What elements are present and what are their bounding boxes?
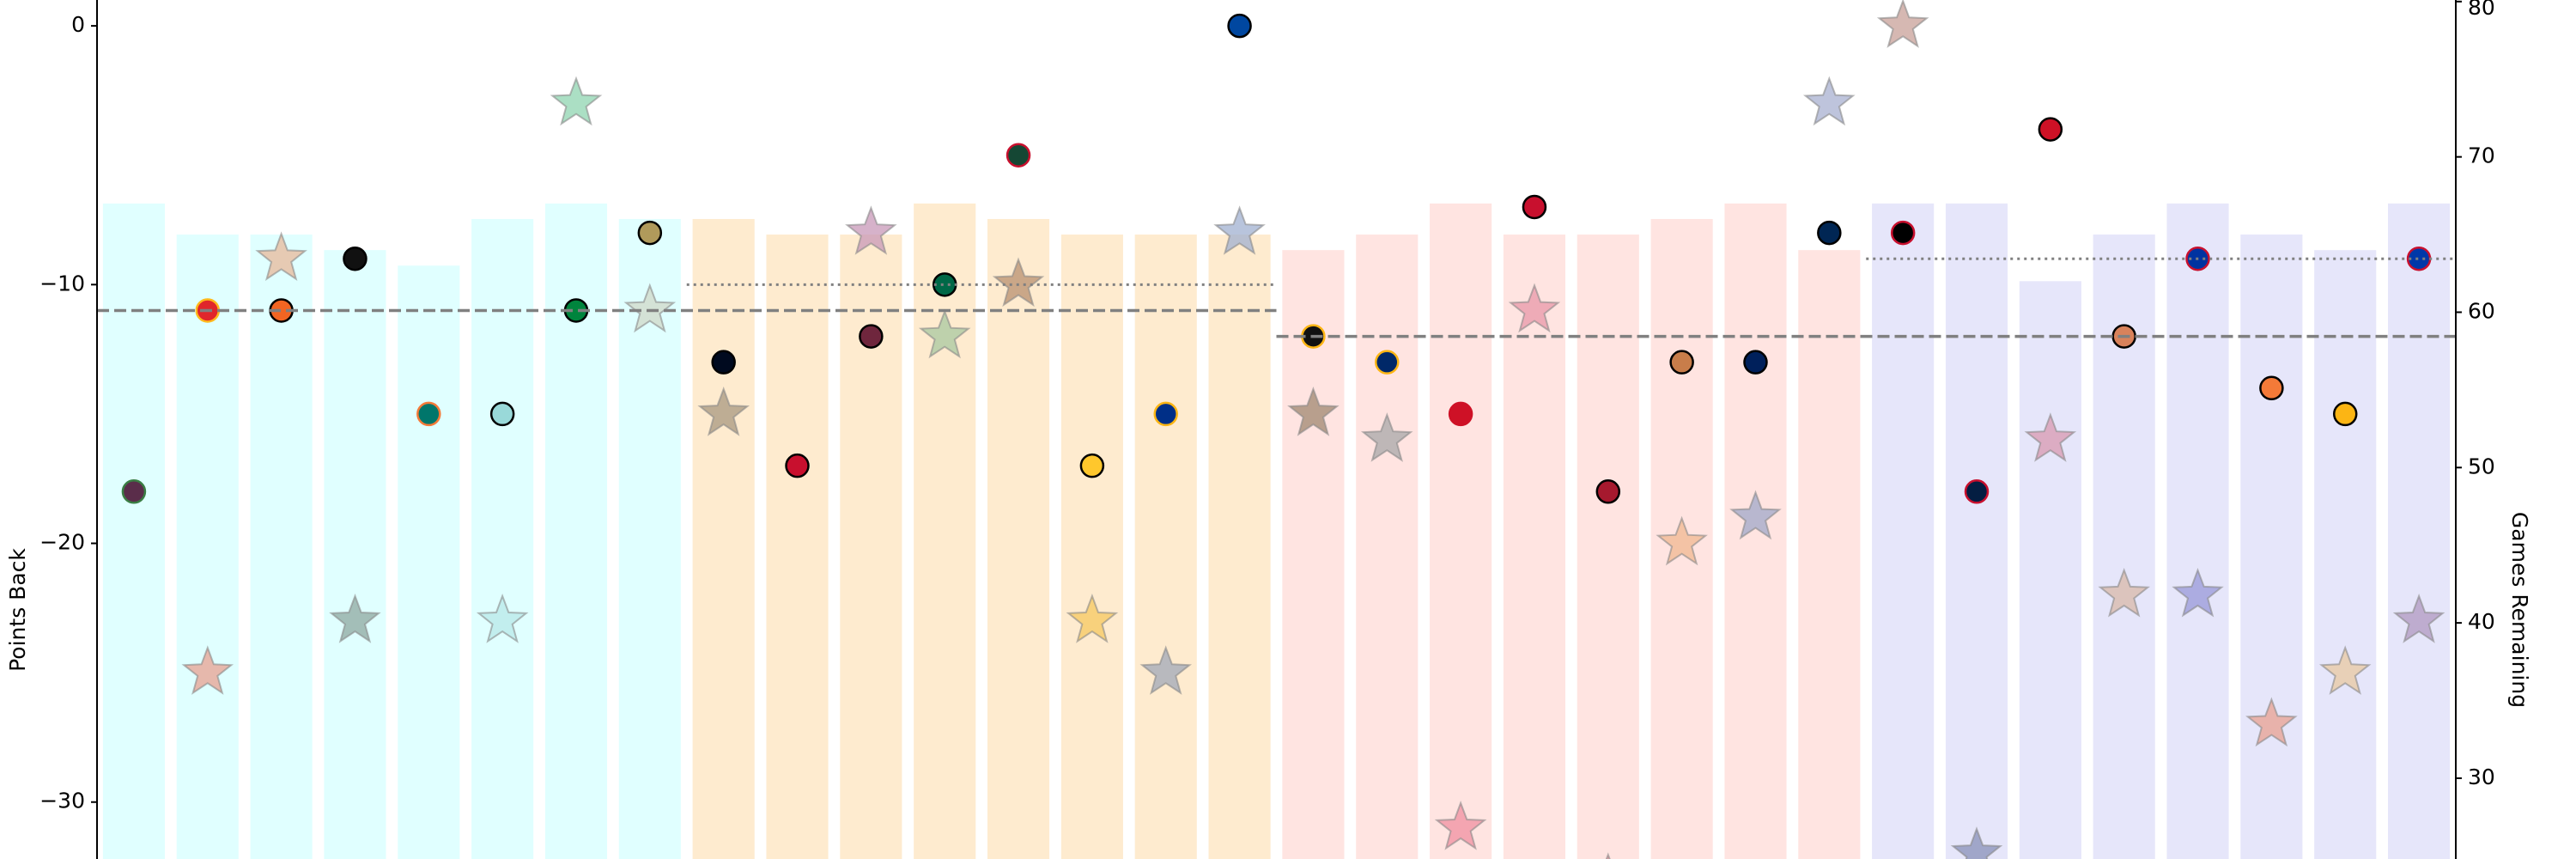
point-marker bbox=[1005, 143, 1031, 168]
y2-tick-label: 40 bbox=[2468, 609, 2495, 634]
star-marker bbox=[2172, 567, 2224, 618]
star-marker bbox=[2245, 697, 2298, 747]
bar bbox=[2240, 235, 2303, 859]
bar bbox=[2166, 203, 2229, 859]
point-marker bbox=[1375, 350, 1400, 375]
point-marker bbox=[1153, 401, 1178, 427]
star-marker bbox=[1066, 594, 1119, 643]
point-marker bbox=[1743, 350, 1768, 375]
bar bbox=[1134, 235, 1197, 859]
bar bbox=[102, 203, 165, 859]
star-marker bbox=[1139, 645, 1193, 695]
y2-tick-label: 70 bbox=[2468, 143, 2495, 168]
point-marker bbox=[932, 272, 957, 297]
bar bbox=[1356, 235, 1419, 859]
star-marker bbox=[1950, 826, 2003, 859]
bar bbox=[398, 265, 460, 859]
bar bbox=[692, 218, 755, 859]
bar bbox=[914, 203, 976, 859]
bar bbox=[1282, 250, 1345, 859]
star-marker bbox=[918, 308, 971, 359]
star-marker bbox=[329, 594, 381, 643]
point-marker bbox=[859, 324, 884, 349]
plot-area bbox=[97, 0, 2456, 859]
star-marker bbox=[1287, 387, 1340, 436]
star-marker bbox=[992, 257, 1045, 308]
bar bbox=[1872, 203, 1935, 859]
bar bbox=[2388, 203, 2451, 859]
bar bbox=[250, 235, 313, 859]
point-marker bbox=[416, 401, 441, 427]
star-marker bbox=[623, 283, 677, 333]
point-marker bbox=[121, 479, 147, 504]
bar bbox=[1208, 235, 1271, 859]
y-axis-label: Points Back bbox=[5, 548, 30, 672]
bar bbox=[766, 235, 829, 859]
star-marker bbox=[1729, 490, 1782, 540]
point-marker bbox=[785, 453, 810, 478]
y-tick-label: −30 bbox=[39, 789, 85, 813]
star-marker bbox=[845, 205, 897, 255]
y2-tick-label: 60 bbox=[2468, 298, 2495, 323]
star-marker bbox=[2098, 567, 2151, 618]
point-marker bbox=[489, 401, 515, 427]
point-marker bbox=[2038, 117, 2063, 142]
star-marker bbox=[255, 231, 307, 282]
y2-tick-label: 30 bbox=[2468, 765, 2495, 789]
point-marker bbox=[711, 350, 736, 375]
point-marker bbox=[1964, 479, 1990, 504]
star-marker bbox=[1508, 283, 1561, 333]
y2-axis-label: Games Remaining bbox=[2507, 512, 2532, 708]
point-marker bbox=[2332, 401, 2358, 427]
bar bbox=[1577, 235, 1639, 859]
point-marker bbox=[637, 220, 663, 246]
point-marker bbox=[2259, 375, 2284, 401]
bar bbox=[618, 218, 681, 859]
point-marker bbox=[1890, 220, 1916, 246]
point-marker bbox=[1227, 13, 1252, 39]
point-marker bbox=[1448, 401, 1473, 427]
bar bbox=[987, 218, 1050, 859]
bar bbox=[1724, 203, 1787, 859]
star-marker bbox=[550, 76, 603, 126]
bar bbox=[1430, 203, 1492, 859]
star-marker bbox=[1876, 0, 1929, 48]
point-marker bbox=[1817, 220, 1842, 246]
bar bbox=[1060, 235, 1123, 859]
bar bbox=[1945, 203, 2008, 859]
point-marker bbox=[1522, 194, 1547, 220]
star-marker bbox=[1605, 852, 1611, 859]
star-marker bbox=[1802, 76, 1856, 126]
y-tick-label: 0 bbox=[71, 12, 85, 37]
bar bbox=[1503, 235, 1566, 859]
star-marker bbox=[1656, 515, 1708, 566]
y2-tick-label: 50 bbox=[2468, 454, 2495, 478]
star-marker bbox=[697, 387, 750, 436]
star-marker bbox=[181, 645, 234, 695]
star-marker bbox=[2318, 645, 2372, 695]
bar bbox=[2314, 250, 2377, 859]
bar bbox=[324, 250, 386, 859]
bar bbox=[471, 218, 534, 859]
star-marker bbox=[2024, 412, 2077, 462]
bar bbox=[2019, 281, 2081, 859]
bar bbox=[1798, 250, 1861, 859]
star-marker bbox=[1360, 412, 1413, 462]
star-marker bbox=[1434, 801, 1487, 850]
point-marker bbox=[1079, 453, 1105, 478]
y2-tick-label: 80 bbox=[2468, 0, 2495, 20]
point-marker bbox=[343, 246, 368, 271]
point-marker bbox=[1669, 350, 1694, 375]
bar bbox=[176, 235, 239, 859]
y-tick-label: −20 bbox=[39, 530, 85, 555]
star-marker bbox=[2392, 594, 2445, 643]
star-marker bbox=[1213, 205, 1266, 255]
point-marker bbox=[1595, 479, 1621, 504]
star-marker bbox=[476, 594, 529, 643]
y-tick-label: −10 bbox=[39, 271, 85, 295]
